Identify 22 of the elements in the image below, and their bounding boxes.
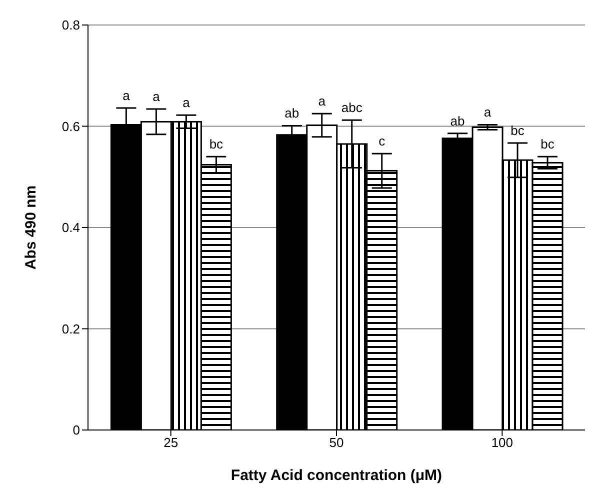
x-tick-label: 25 [164,435,178,450]
data-label: bc [540,136,555,152]
y-tick-label: 0.6 [62,118,80,134]
y-tick-label: 0.4 [62,220,80,236]
y-tick-label: 0.2 [62,321,80,336]
data-label: bc [510,122,525,138]
x-tick-label: 50 [329,435,344,450]
data-label: bc [209,136,224,152]
data-label: abc [341,100,363,116]
data-label: ab [284,106,300,121]
y-tick-label: 0.8 [62,18,80,33]
data-label: a [122,88,131,104]
data-label: a [152,89,161,104]
data-label: a [484,104,492,120]
y-axis-title: Abs 490 nm [22,185,40,270]
x-tick-label: 100 [491,435,514,450]
data-label: ab [450,113,465,128]
x-axis-title: Fatty Acid concentration (μM) [230,467,442,484]
data-label: a [182,95,191,110]
data-label: a [318,94,326,109]
data-label: c [378,134,386,149]
y-tick-label: 0 [72,422,80,438]
